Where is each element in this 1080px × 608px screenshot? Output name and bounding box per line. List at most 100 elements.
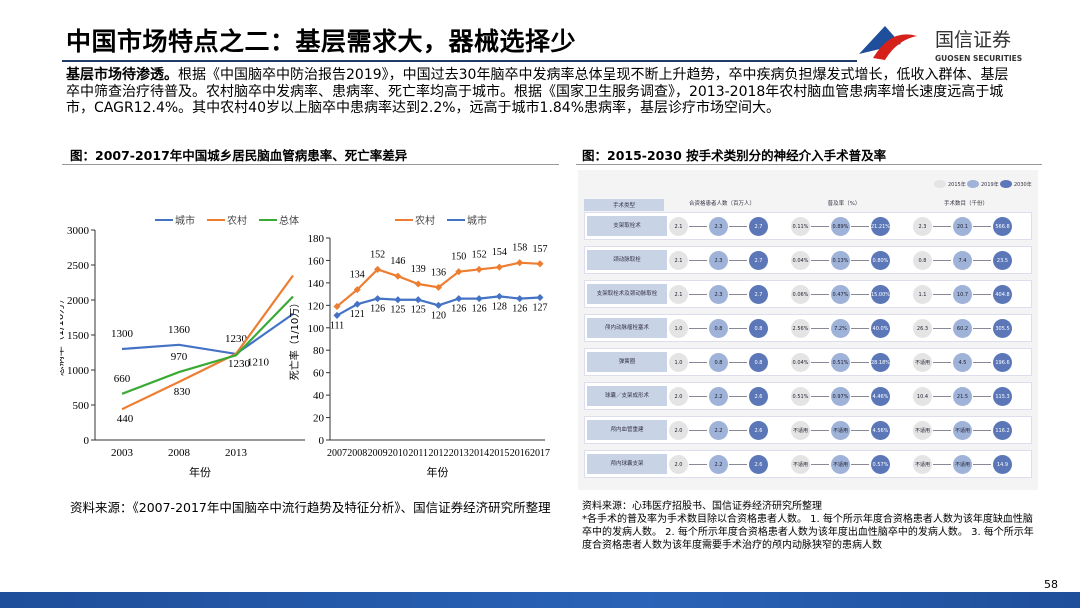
arrow bbox=[973, 294, 991, 295]
value-label: 127 bbox=[533, 302, 548, 313]
cell: 不适用 bbox=[831, 421, 850, 440]
cell: 2.1 bbox=[669, 251, 688, 270]
value-label: 158 bbox=[512, 243, 527, 254]
cell: 28.18% bbox=[871, 353, 890, 372]
arrow bbox=[851, 226, 869, 227]
value-label: 111 bbox=[330, 320, 344, 331]
arrow bbox=[729, 430, 747, 431]
cell: 2.2 bbox=[709, 455, 728, 474]
value-label: 134 bbox=[350, 270, 365, 281]
x-tick-label: 2010 bbox=[388, 448, 408, 459]
marker bbox=[475, 265, 483, 273]
value-label: 154 bbox=[492, 247, 507, 258]
cell: 0.8 bbox=[709, 353, 728, 372]
cell: 305.5 bbox=[993, 319, 1012, 338]
cell: 566.8 bbox=[993, 217, 1012, 236]
marker bbox=[434, 283, 443, 291]
cell: 0.8 bbox=[913, 251, 932, 270]
marker bbox=[495, 292, 503, 300]
arrow bbox=[973, 226, 991, 227]
arrow bbox=[851, 362, 869, 363]
caption-rule bbox=[62, 164, 559, 165]
cell: 2.1 bbox=[669, 217, 688, 236]
table-row: 颅内动脉瘤栓塞术 1.0 0.8 0.8 2.56% 7.2% 40.0% 26.3 60.2 3… bbox=[584, 314, 1032, 342]
cell: 7.4 bbox=[953, 251, 972, 270]
cell: 1.1 bbox=[913, 285, 932, 304]
marker bbox=[455, 268, 463, 276]
cell: 14.9 bbox=[993, 455, 1012, 474]
arrow bbox=[851, 464, 869, 465]
arrow bbox=[729, 362, 747, 363]
row-name: 颅内球囊支架 bbox=[587, 454, 667, 474]
series-line bbox=[121, 295, 294, 395]
table-row: 支架取栓术 2.1 2.3 2.7 0.11% 0.89% 21.21% 2.3 20.1 566… bbox=[584, 212, 1032, 240]
y-tick-label: 1000 bbox=[67, 365, 90, 377]
cell: 2.0 bbox=[669, 387, 688, 406]
value-label: 126 bbox=[512, 304, 527, 315]
figure-caption: 图：2015-2030 按手术类别分的神经介入手术普及率 bbox=[582, 148, 887, 163]
value-label: 1230 bbox=[225, 333, 248, 345]
arrow bbox=[851, 328, 869, 329]
arrow bbox=[933, 430, 951, 431]
cell: 0.13% bbox=[831, 251, 850, 270]
marker bbox=[374, 265, 382, 273]
cell: 0.51% bbox=[831, 353, 850, 372]
cell: 2.3 bbox=[913, 217, 932, 236]
arrow bbox=[811, 226, 829, 227]
marker bbox=[434, 301, 443, 309]
cell: 不适用 bbox=[831, 455, 850, 474]
series-line bbox=[121, 274, 294, 411]
value-label: 157 bbox=[533, 244, 548, 255]
column-header: 手术类型 bbox=[584, 199, 664, 211]
arrow bbox=[973, 328, 991, 329]
marker bbox=[455, 295, 463, 303]
cell: 0.51% bbox=[791, 387, 810, 406]
cell: 21.5 bbox=[953, 387, 972, 406]
note: *各手术的普及率为手术数目除以合资格患者人数。 1. 每个所示年度合资格患者人数… bbox=[582, 514, 1034, 551]
arrow bbox=[933, 362, 951, 363]
arrow bbox=[973, 260, 991, 261]
arrow bbox=[933, 396, 951, 397]
figure-caption: 图：2007-2017年中国城乡居民脑血管病患率、死亡率差异 bbox=[70, 148, 408, 163]
x-axis-title: 年份 bbox=[427, 465, 449, 479]
table-row: 球囊／支架成形术 2.0 2.2 2.6 0.51% 0.97% 4.46% 10.4 21.5… bbox=[584, 382, 1032, 410]
arrow bbox=[729, 260, 747, 261]
marker bbox=[394, 296, 402, 304]
y-tick-label: 500 bbox=[73, 400, 90, 412]
column-header: 合资格患者人数（百万人） bbox=[688, 201, 755, 207]
arrow bbox=[811, 260, 829, 261]
arrow bbox=[811, 430, 829, 431]
y-tick-label: 160 bbox=[308, 255, 325, 267]
cell: 15.00% bbox=[871, 285, 890, 304]
cell: 60.2 bbox=[953, 319, 972, 338]
column-header: 普及率（%） bbox=[827, 201, 861, 207]
cell: 10.4 bbox=[913, 387, 932, 406]
cell: 不适用 bbox=[791, 421, 810, 440]
lead: 基层市场待渗透。 bbox=[66, 67, 178, 83]
x-tick-label: 2012 bbox=[429, 448, 449, 459]
x-tick-label: 2011 bbox=[408, 448, 428, 459]
value-label: 125 bbox=[390, 305, 405, 316]
arrow bbox=[729, 396, 747, 397]
page-number: 58 bbox=[1044, 578, 1058, 591]
logo-cn: 国信证券 bbox=[935, 29, 1011, 51]
cell: 2.0 bbox=[669, 455, 688, 474]
arrow bbox=[851, 430, 869, 431]
row-name: 颅内血管重建 bbox=[587, 420, 667, 440]
value-label: 126 bbox=[451, 304, 466, 315]
cell: 23.5 bbox=[993, 251, 1012, 270]
value-label: 1300 bbox=[111, 328, 134, 340]
cell: 4.5 bbox=[953, 353, 972, 372]
legend-label: 城市 bbox=[467, 214, 487, 227]
cell: 7.2% bbox=[831, 319, 850, 338]
y-tick-label: 60 bbox=[313, 368, 325, 380]
source: 资料来源：心玮医疗招股书、国信证券经济研究所整理 *各手术的普及率为手术数目除以合… bbox=[582, 500, 1037, 552]
cell: 26.3 bbox=[913, 319, 932, 338]
arrow bbox=[729, 294, 747, 295]
row-name: 支架取栓术 bbox=[587, 216, 667, 236]
cell: 0.89% bbox=[831, 217, 850, 236]
cell: 2.7 bbox=[749, 285, 768, 304]
y-tick-label: 100 bbox=[308, 323, 325, 335]
y-tick-label: 40 bbox=[313, 390, 325, 402]
table-row: 弹簧圈 1.0 0.8 0.8 0.04% 0.51% 28.18% 不适用 4.5 196.6 bbox=[584, 348, 1032, 376]
